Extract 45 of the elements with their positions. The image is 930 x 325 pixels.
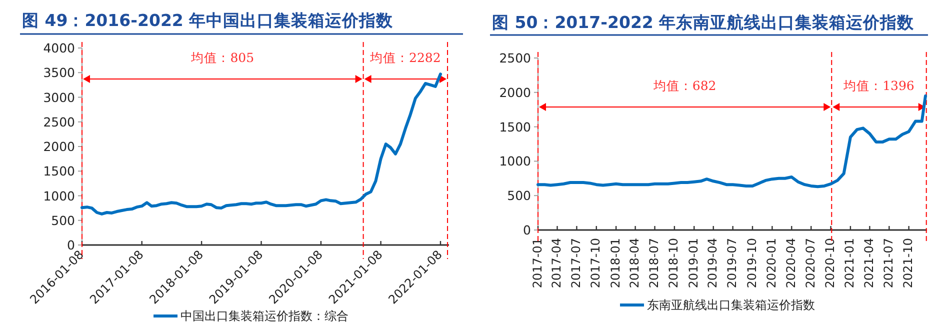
legend-label: 中国出口集装箱运价指数：综合 <box>180 309 348 323</box>
x-tick-label: 2020-10 <box>823 238 838 288</box>
x-tick-label: 2021-07 <box>881 238 896 288</box>
y-tick-label: 2500 <box>499 50 532 66</box>
x-tick-label: 2019-07 <box>725 238 740 288</box>
chart-title: 图 50：2017-2022 年东南亚航线出口集装箱运价指数 <box>492 13 916 32</box>
y-tick-label: 1500 <box>43 164 76 179</box>
y-tick-label: 1500 <box>499 119 532 134</box>
x-tick-label: 2017-07 <box>568 238 583 288</box>
x-tick-label: 2018-01 <box>608 238 622 288</box>
y-tick-label: 1000 <box>43 188 76 204</box>
line-series <box>80 72 442 216</box>
y-tick-label: 500 <box>507 188 532 204</box>
x-tick-label: 2019-10 <box>744 238 759 288</box>
y-tick-label: 500 <box>51 212 76 228</box>
x-tick-label: 2019-01 <box>686 238 700 288</box>
annotation: 均值：2282 <box>369 50 441 65</box>
x-tick-label: 2017-04 <box>550 238 564 288</box>
annotation: 均值：1396 <box>842 78 914 93</box>
x-tick-label: 2020-04 <box>784 238 798 288</box>
x-tick-label: 2018-10 <box>666 238 681 288</box>
legend-label: 东南亚航线出口集装箱运价指数 <box>647 298 815 312</box>
x-tick-label: 2021-10 <box>901 238 916 288</box>
annotation: 均值：805 <box>190 50 254 65</box>
y-tick-label: 1000 <box>499 154 532 169</box>
y-tick-label: 2000 <box>499 84 532 100</box>
y-tick-label: 0 <box>523 222 532 238</box>
chart-title: 图 49：2016-2022 年中国出口集装箱运价指数 <box>22 11 394 30</box>
x-tick-label: 2021-01 <box>842 238 857 288</box>
x-tick-label: 2018-07 <box>647 238 662 288</box>
x-tick-label: 2020-01 <box>764 238 778 288</box>
y-tick-label: 0 <box>67 238 76 252</box>
line-series <box>536 94 927 188</box>
y-tick-label: 3500 <box>43 65 76 80</box>
x-tick-label: 2020-07 <box>803 238 818 288</box>
y-tick-label: 4000 <box>43 40 76 56</box>
y-tick-label: 2000 <box>43 139 76 154</box>
x-tick-label: 2019-04 <box>706 238 720 288</box>
x-tick-label: 2021-04 <box>862 238 876 288</box>
x-tick-label: 2018-04 <box>628 238 642 288</box>
y-tick-label: 2500 <box>43 114 76 130</box>
annotation: 均值：682 <box>652 78 716 93</box>
x-tick-label: 2017-01 <box>530 238 544 288</box>
x-tick-label: 2017-10 <box>588 238 603 288</box>
y-tick-label: 3000 <box>43 90 76 105</box>
